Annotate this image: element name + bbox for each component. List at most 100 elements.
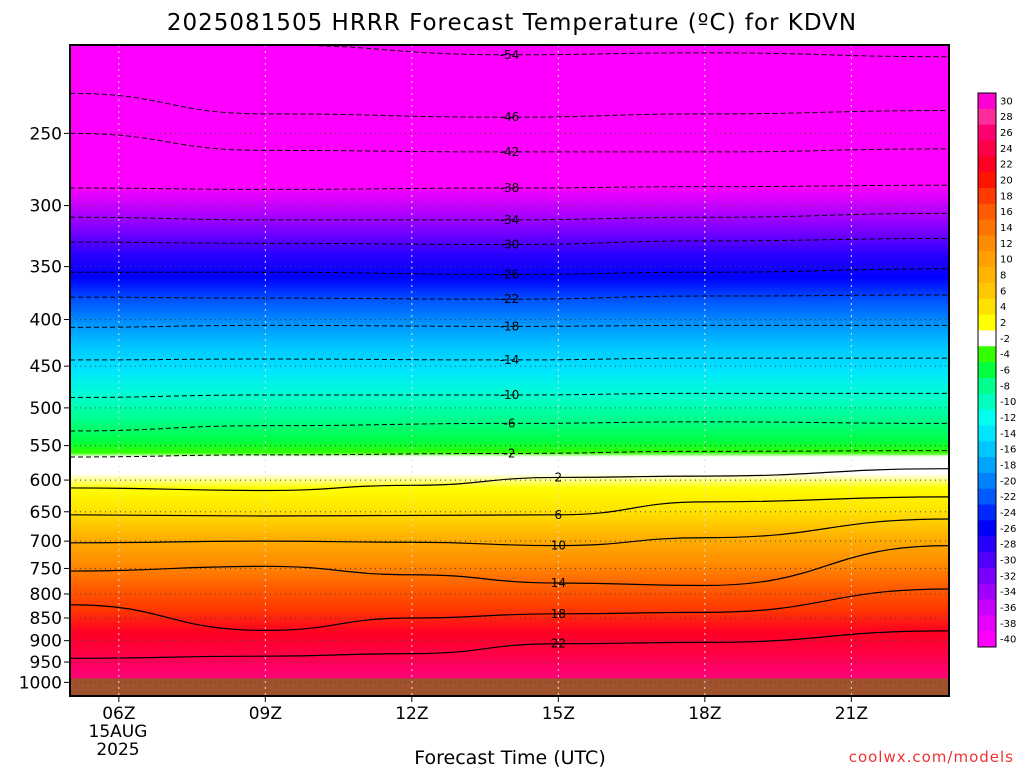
colorbar-swatch	[978, 488, 996, 506]
colorbar-label: -34	[1000, 587, 1016, 598]
y-tick-label: 300	[30, 197, 62, 217]
colorbar-swatch	[978, 298, 996, 316]
isotherm-line	[70, 212, 949, 221]
colorbar-label: 26	[1000, 128, 1013, 139]
colorbar-swatch	[978, 377, 996, 395]
isotherm-label: -22	[500, 292, 520, 306]
colorbar-label: -10	[1000, 397, 1016, 408]
y-tick-label: 700	[30, 532, 62, 552]
colorbar-swatch	[978, 267, 996, 284]
date-label-day: 15AUG	[89, 722, 148, 742]
y-tick-label: 400	[30, 311, 62, 331]
isotherm-line	[70, 450, 949, 458]
colorbar-label: 28	[1000, 112, 1013, 123]
colorbar-label: 8	[1000, 271, 1006, 282]
colorbar-swatch	[978, 552, 996, 569]
isotherm-label: 2	[555, 470, 563, 484]
isotherm-line	[70, 132, 949, 153]
isotherm-label: -38	[500, 181, 520, 195]
y-tick-label: 650	[30, 503, 62, 523]
isotherm-line	[70, 357, 949, 361]
colorbar-swatch	[978, 282, 996, 300]
colorbar-swatch	[978, 172, 996, 189]
colorbar-swatch	[978, 314, 996, 331]
y-tick-label: 900	[30, 632, 62, 652]
colorbar-label: 16	[1000, 207, 1013, 218]
isotherm-line	[70, 92, 949, 118]
colorbar: 30 28 26 24 22 20 18 16 14 12 10 8 6 4 2 -2 -4 -6 -8 -10 -12…	[977, 92, 1016, 648]
colorbar-label: -38	[1000, 619, 1016, 630]
isotherm-line	[70, 294, 949, 300]
chart-title: 2025081505 HRRR Forecast Temperature (ºC…	[167, 10, 857, 36]
colorbar-swatch	[978, 203, 996, 221]
pressure-axis: 250 300 350 400 450 500 550 600 650 700 750 800 850 9…	[19, 124, 70, 693]
colorbar-swatch	[978, 409, 996, 426]
time-axis: 06Z 09Z 12Z 15Z 18Z 21Z	[102, 696, 868, 724]
colorbar-swatch	[978, 472, 996, 490]
isotherm-line	[70, 392, 949, 398]
y-tick-label: 350	[30, 258, 62, 278]
isotherm-label: -18	[500, 319, 520, 333]
isotherm-label: -26	[500, 267, 520, 281]
isotherm-label: 18	[551, 607, 566, 621]
isotherm-label: -2	[504, 446, 516, 460]
colorbar-swatch	[978, 504, 996, 521]
x-tick-label: 21Z	[835, 704, 868, 724]
temperature-fill-rect	[70, 45, 949, 696]
isotherm-label: -14	[500, 353, 520, 367]
isotherm-line	[70, 324, 949, 328]
date-label-year: 2025	[96, 740, 139, 760]
isotherm-label: 10	[551, 539, 566, 553]
colorbar-label: -28	[1000, 540, 1016, 551]
isotherm-label: -10	[500, 388, 520, 402]
colorbar-swatch	[978, 330, 996, 347]
y-tick-label: 500	[30, 399, 62, 419]
colorbar-swatch	[978, 124, 996, 141]
y-tick-label: 800	[30, 585, 62, 605]
colorbar-label: 24	[1000, 144, 1013, 155]
colorbar-label: -40	[1000, 635, 1016, 646]
colorbar-label: -20	[1000, 476, 1016, 487]
isotherm-line	[70, 518, 949, 547]
isotherm-label: 22	[551, 637, 566, 651]
plot-frame	[69, 44, 950, 697]
grid-lines	[70, 45, 949, 696]
colorbar-swatch	[978, 615, 996, 632]
colorbar-label: 12	[1000, 239, 1013, 250]
isotherm-line	[70, 237, 949, 246]
colorbar-label: -36	[1000, 603, 1016, 614]
colorbar-swatch	[978, 156, 996, 173]
colorbar-label: -32	[1000, 571, 1016, 582]
colorbar-label: 2	[1000, 318, 1006, 329]
isotherm-line	[70, 545, 949, 587]
colorbar-swatch	[978, 93, 996, 110]
colorbar-label: 18	[1000, 191, 1013, 202]
x-tick-label: 18Z	[688, 704, 721, 724]
colorbar-label: 6	[1000, 286, 1006, 297]
y-tick-label: 450	[30, 357, 62, 377]
colorbar-label: -24	[1000, 508, 1016, 519]
y-tick-label: 600	[30, 471, 62, 491]
x-tick-label: 09Z	[249, 704, 282, 724]
colorbar-label: -18	[1000, 460, 1016, 471]
y-tick-label: 950	[30, 653, 62, 673]
isotherm-label: 6	[555, 508, 563, 522]
isotherm-label: -6	[504, 416, 516, 430]
isotherm-line	[70, 630, 949, 659]
colorbar-swatch	[978, 251, 996, 268]
isotherm-label: -30	[500, 238, 520, 252]
isotherm-line	[70, 184, 949, 190]
colorbar-frame	[977, 92, 997, 648]
colorbar-swatch	[978, 567, 996, 585]
isotherm-label: -54	[500, 48, 520, 62]
isotherm-label: -34	[500, 213, 520, 227]
colorbar-swatch	[978, 393, 996, 411]
colorbar-label: -26	[1000, 524, 1016, 535]
isotherm-label: -42	[500, 145, 520, 159]
x-tick-label: 12Z	[395, 704, 428, 724]
colorbar-swatch	[978, 536, 996, 553]
colorbar-label: 22	[1000, 160, 1013, 171]
colorbar-swatch	[978, 583, 996, 601]
